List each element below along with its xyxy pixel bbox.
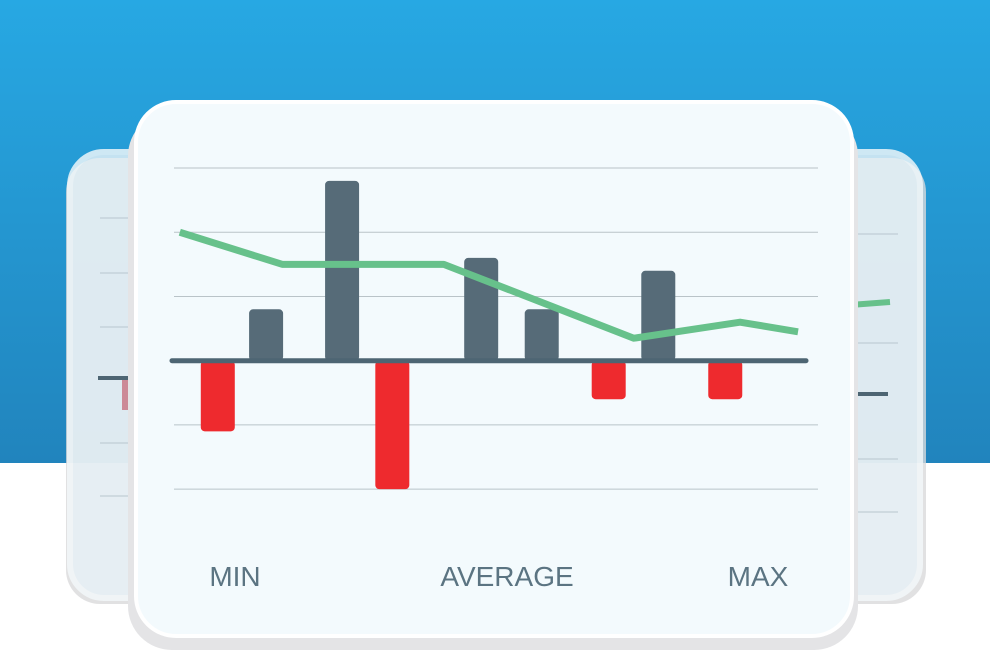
bar (375, 360, 410, 490)
bar (524, 309, 559, 361)
bar (641, 270, 676, 361)
bar (325, 180, 360, 361)
bar (591, 360, 626, 400)
bar (200, 360, 235, 432)
bar (249, 309, 284, 361)
plot (169, 167, 818, 490)
labels: MIN AVERAGE MAX (209, 561, 788, 592)
line (178, 228, 799, 342)
card (134, 100, 854, 638)
summary-label: MIN (209, 561, 260, 592)
summary-label: AVERAGE (440, 561, 573, 592)
summary-label: MAX (728, 561, 789, 592)
bar (708, 360, 743, 400)
